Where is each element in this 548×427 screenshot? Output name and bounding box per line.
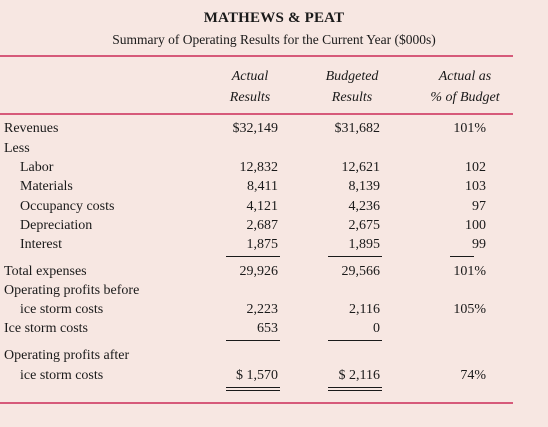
row-labor-label: Labor	[20, 160, 54, 175]
header-rule	[0, 113, 513, 115]
header-budgeted-line2: Results	[331, 90, 373, 105]
row-depreciation-budgeted: 2,675	[348, 218, 381, 233]
ice-storm-rule-budgeted	[328, 340, 382, 341]
row-op-after-budgeted: $ 2,116	[338, 368, 380, 383]
row-op-before-label-1: Operating profits before	[4, 283, 140, 298]
row-op-after-actual: $ 1,570	[236, 368, 278, 383]
row-ice-storm-actual: 653	[257, 321, 278, 336]
top-rule	[0, 55, 513, 57]
row-depreciation-actual: 2,687	[246, 218, 279, 233]
row-op-after-pct: 74%	[460, 368, 486, 383]
row-revenues-actual: $32,149	[232, 121, 279, 136]
row-op-before-actual: 2,223	[246, 302, 279, 317]
row-op-after-label-1: Operating profits after	[4, 348, 130, 363]
final-double-rule-actual-1	[226, 387, 280, 388]
final-double-rule-budgeted-2	[328, 390, 382, 391]
bottom-rule	[0, 402, 513, 404]
row-occupancy-pct: 97	[472, 199, 486, 214]
row-labor-actual: 12,832	[239, 160, 279, 175]
row-op-before-label-2: ice storm costs	[20, 302, 104, 317]
row-materials-actual: 8,411	[247, 179, 278, 194]
row-labor-budgeted: 12,621	[341, 160, 381, 175]
row-ice-storm-label: Ice storm costs	[4, 321, 88, 336]
row-less-label: Less	[4, 141, 30, 156]
row-total-expenses-actual: 29,926	[239, 264, 279, 279]
row-materials-label: Materials	[20, 179, 73, 194]
row-depreciation-pct: 100	[465, 218, 486, 233]
row-depreciation-label: Depreciation	[20, 218, 93, 233]
report-subtitle: Summary of Operating Results for the Cur…	[112, 32, 436, 47]
row-interest-budgeted: 1,895	[348, 237, 381, 252]
subtotal-rule-actual	[226, 256, 280, 257]
final-double-rule-budgeted-1	[328, 387, 382, 388]
row-interest-pct: 99	[472, 237, 486, 252]
row-revenues-label: Revenues	[4, 121, 59, 136]
header-actual-line1: Actual	[231, 69, 269, 84]
row-interest-actual: 1,875	[246, 237, 279, 252]
row-revenues-budgeted: $31,682	[334, 121, 381, 136]
row-revenues-pct: 101%	[453, 121, 486, 136]
subtotal-rule-budgeted	[328, 256, 382, 257]
row-occupancy-actual: 4,121	[246, 199, 279, 214]
row-op-before-budgeted: 2,116	[349, 302, 380, 317]
header-pct-line1: Actual as	[438, 69, 492, 84]
row-op-before-pct: 105%	[453, 302, 486, 317]
header-budgeted-line1: Budgeted	[325, 69, 379, 84]
row-total-expenses-budgeted: 29,566	[341, 264, 381, 279]
header-actual-line2: Results	[229, 90, 271, 105]
ice-storm-rule-actual	[226, 340, 280, 341]
report-title: MATHEWS & PEAT	[203, 10, 345, 26]
row-labor-pct: 102	[465, 160, 486, 175]
row-total-expenses-pct: 101%	[453, 264, 486, 279]
subtotal-rule-pct	[450, 256, 474, 257]
row-occupancy-label: Occupancy costs	[20, 199, 115, 214]
final-double-rule-actual-2	[226, 390, 280, 391]
header-pct-line2: % of Budget	[430, 90, 500, 105]
row-interest-label: Interest	[20, 237, 62, 252]
row-total-expenses-label: Total expenses	[4, 264, 87, 279]
row-ice-storm-budgeted: 0	[373, 321, 380, 336]
row-materials-pct: 103	[465, 179, 486, 194]
row-materials-budgeted: 8,139	[348, 179, 381, 194]
row-op-after-label-2: ice storm costs	[20, 368, 104, 383]
row-occupancy-budgeted: 4,236	[348, 199, 381, 214]
